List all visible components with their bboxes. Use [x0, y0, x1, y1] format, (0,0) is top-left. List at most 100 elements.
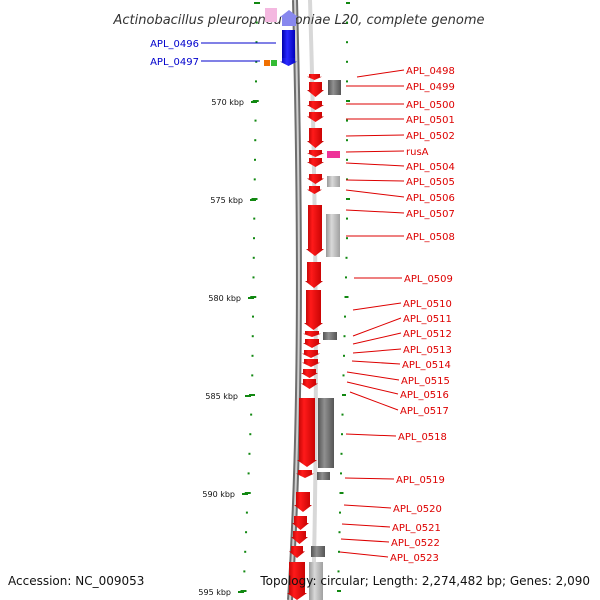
gene-label[interactable]: rusA	[406, 147, 429, 158]
tick-mark	[346, 198, 350, 200]
gene-reverse	[323, 332, 337, 340]
tick-mark	[252, 276, 255, 279]
scale-label: 585 kbp	[205, 392, 238, 401]
gene-label[interactable]: APL_0514	[402, 360, 451, 371]
tick-mark	[343, 354, 345, 357]
leader-line	[356, 69, 405, 78]
tick-mark	[344, 315, 346, 318]
gene-label[interactable]: APL_0505	[406, 177, 455, 188]
gene-apl-0496	[282, 30, 295, 58]
scale-label: 580 kbp	[208, 294, 241, 303]
tick-mark	[346, 60, 348, 63]
leader-line	[340, 538, 390, 543]
tick-mark	[252, 315, 254, 318]
gene-forward	[301, 369, 318, 378]
gene-label[interactable]: APL_0500	[406, 100, 455, 111]
gene-label[interactable]: APL_0515	[401, 376, 450, 387]
scale-label: 575 kbp	[210, 196, 243, 205]
gene-label[interactable]: APL_0516	[400, 390, 449, 401]
tick-mark	[255, 21, 258, 24]
leader-line	[352, 332, 402, 345]
scale-label: 590 kbp	[202, 490, 235, 499]
tick-mark	[346, 100, 350, 102]
gene-forward	[303, 339, 321, 348]
gene-forward	[307, 74, 322, 80]
tick-mark	[253, 217, 256, 220]
gene-label[interactable]: APL_0523	[390, 553, 439, 564]
gene-label[interactable]: APL_0508	[406, 232, 455, 243]
tick-mark	[346, 217, 348, 220]
scale-label: 570 kbp	[211, 98, 244, 107]
tick-mark	[338, 550, 340, 553]
tick-mark	[337, 570, 340, 573]
gene-label[interactable]: APL_0498	[406, 66, 455, 77]
tick-mark	[346, 178, 348, 181]
gene-forward	[287, 562, 307, 600]
tick-mark	[341, 413, 344, 416]
tick-mark	[345, 256, 348, 259]
gene-label[interactable]: APL_0510	[403, 299, 452, 310]
tick-mark	[249, 394, 255, 396]
gene-label[interactable]: APL_0501	[406, 115, 455, 126]
gene-forward	[307, 101, 324, 110]
gene-reverse	[311, 546, 325, 557]
gene-forward	[307, 128, 324, 148]
tick-mark	[345, 276, 347, 279]
tick-mark	[248, 452, 251, 455]
gene-label[interactable]: APL_0496	[150, 39, 199, 50]
leader-line	[345, 189, 405, 198]
gene-forward	[304, 290, 323, 330]
gene-reverse	[328, 80, 341, 95]
gene-label[interactable]: APL_0517	[400, 406, 449, 417]
gene-forward	[302, 350, 320, 358]
gene-apl-0497	[264, 60, 270, 66]
gene-label[interactable]: APL_0520	[393, 504, 442, 515]
leader-line	[351, 360, 401, 365]
tick-mark	[244, 550, 247, 553]
scale-label: 595 kbp	[198, 588, 231, 597]
gene-forward	[303, 331, 321, 337]
gene-label[interactable]: APL_0504	[406, 162, 455, 173]
gene-forward	[307, 112, 324, 122]
tick-mark	[253, 237, 255, 240]
gene-label[interactable]: APL_0507	[406, 209, 455, 220]
accession-label: Accession: NC_009053	[8, 574, 145, 588]
tick-mark	[253, 178, 256, 181]
leader-line	[346, 381, 399, 395]
tick-mark	[339, 492, 344, 494]
tick-mark	[251, 354, 254, 357]
tick-mark	[254, 158, 256, 161]
tick-mark	[339, 511, 341, 514]
gene-label[interactable]: APL_0509	[404, 274, 453, 285]
gene-label[interactable]: APL_0511	[403, 314, 452, 325]
tick-mark	[249, 433, 252, 436]
tick-mark	[341, 433, 343, 436]
gene-reverse	[327, 151, 340, 158]
tick-mark	[254, 119, 257, 122]
gene-label[interactable]: APL_0506	[406, 193, 455, 204]
scale-tick	[251, 101, 257, 103]
gene-label[interactable]: APL_0497	[150, 57, 199, 68]
gene-label[interactable]: APL_0518	[398, 432, 447, 443]
gene-apl-0497	[271, 60, 277, 66]
gene-label[interactable]: APL_0519	[396, 475, 445, 486]
leader-line	[343, 504, 392, 509]
gene-label[interactable]: APL_0513	[403, 345, 452, 356]
gene-label[interactable]: APL_0499	[406, 82, 455, 93]
leader-line	[345, 179, 405, 182]
gene-label[interactable]: APL_0521	[392, 523, 441, 534]
gene-forward	[294, 492, 312, 512]
tick-mark	[250, 413, 253, 416]
tick-mark	[346, 139, 348, 142]
tick-mark	[346, 41, 348, 44]
gene-forward	[301, 379, 318, 389]
gene-forward	[306, 205, 324, 256]
leader-line	[344, 477, 395, 480]
gene-label[interactable]: APL_0512	[403, 329, 452, 340]
gene-label[interactable]: APL_0502	[406, 131, 455, 142]
gene-label[interactable]: APL_0522	[391, 538, 440, 549]
leader-line	[345, 134, 405, 137]
gene-pink	[265, 8, 277, 22]
tick-mark	[247, 472, 250, 475]
tick-mark	[343, 335, 346, 338]
